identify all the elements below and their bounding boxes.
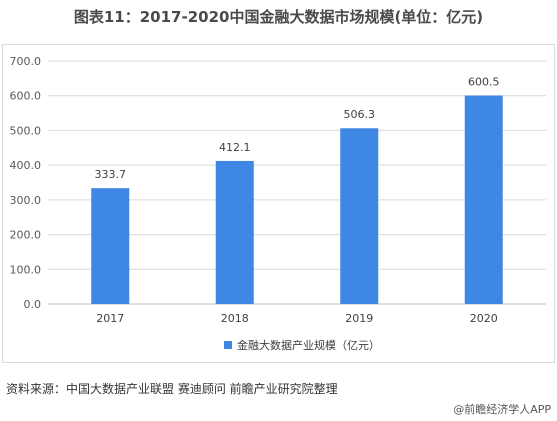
- data-label: 600.5: [468, 76, 500, 89]
- y-tick-label: 700.0: [10, 55, 42, 68]
- y-tick-label: 600.0: [10, 90, 42, 103]
- legend-swatch: [224, 341, 232, 349]
- y-tick-label: 0.0: [24, 298, 42, 311]
- data-label: 506.3: [344, 108, 376, 121]
- x-tick-label: 2020: [470, 312, 498, 325]
- y-tick-label: 300.0: [10, 194, 42, 207]
- y-tick-label: 100.0: [10, 263, 42, 276]
- data-labels: 333.7 412.1 506.3 600.5: [95, 76, 500, 182]
- data-label: 333.7: [95, 168, 127, 181]
- x-tick-label: 2017: [96, 312, 124, 325]
- y-tick-label: 200.0: [10, 229, 42, 242]
- bar: [215, 160, 254, 304]
- bars: [91, 95, 503, 304]
- x-axis-ticks: 2017 2018 2019 2020: [96, 312, 498, 325]
- source-note: 资料来源：中国大数据产业联盟 赛迪顾问 前瞻产业研究院整理: [6, 382, 338, 396]
- y-tick-label: 400.0: [10, 159, 42, 172]
- brand-watermark: @前瞻经济学人APP: [453, 403, 551, 416]
- x-tick-label: 2018: [221, 312, 249, 325]
- y-axis-ticks: 0.0 100.0 200.0 300.0 400.0 500.0 600.0 700.0: [10, 55, 42, 311]
- y-tick-label: 500.0: [10, 124, 42, 137]
- bar: [340, 128, 379, 304]
- grid-lines: [48, 60, 546, 305]
- x-tick-label: 2019: [345, 312, 373, 325]
- legend-label: 金融大数据产业规模（亿元）: [237, 338, 380, 352]
- bar: [91, 188, 130, 304]
- legend: 金融大数据产业规模（亿元）: [224, 338, 380, 352]
- chart-title: 图表11：2017-2020中国金融大数据市场规模(单位：亿元): [73, 8, 484, 26]
- bar: [464, 95, 503, 304]
- data-label: 412.1: [219, 141, 251, 154]
